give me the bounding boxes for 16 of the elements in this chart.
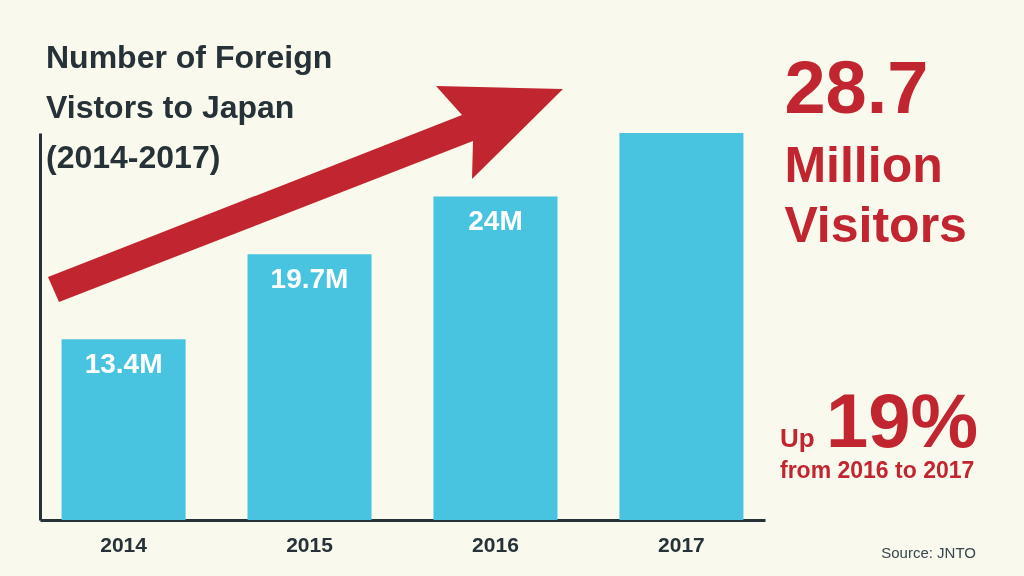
chart-title: Number of Foreign Vistors to Japan (2014-2017) bbox=[46, 39, 333, 175]
text: Up bbox=[780, 423, 815, 453]
data-label: 24M bbox=[468, 205, 523, 237]
x-tick-label: 2016 bbox=[472, 532, 519, 556]
data-label: 19.7M bbox=[270, 263, 349, 295]
text: from 2016 to 2017 bbox=[780, 457, 975, 483]
bar bbox=[433, 196, 558, 520]
x-tick-label: 2014 bbox=[100, 532, 148, 556]
x-tick-label: 2017 bbox=[658, 532, 705, 556]
bar bbox=[619, 133, 744, 520]
annotation: 28.7 Million Visitors bbox=[784, 46, 967, 253]
x-tick-label: 2015 bbox=[286, 532, 334, 556]
data-label: 13.4M bbox=[84, 348, 163, 380]
bar bbox=[247, 254, 372, 520]
bar bbox=[61, 339, 186, 520]
source-note: Source: JNTO bbox=[881, 544, 976, 561]
